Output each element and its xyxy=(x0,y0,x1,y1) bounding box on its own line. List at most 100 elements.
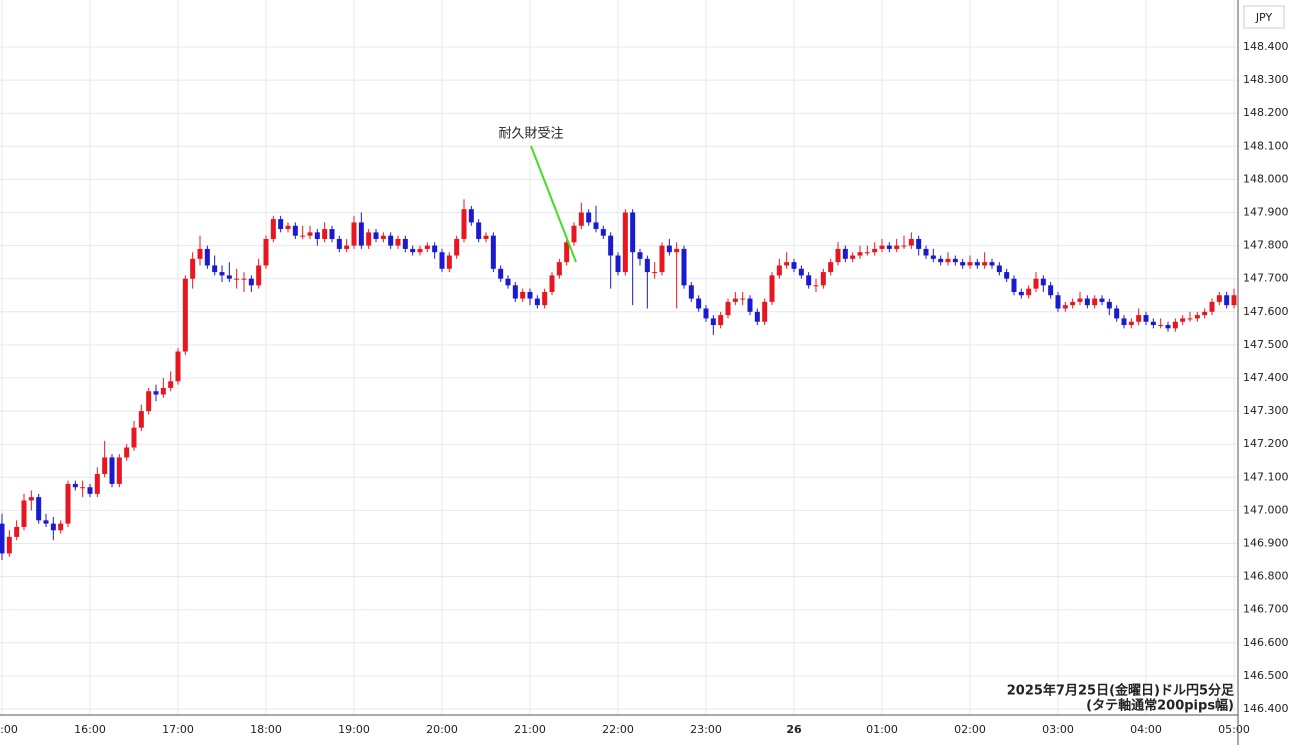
candle-body xyxy=(292,225,298,236)
y-tick-label: 147.700 xyxy=(1243,272,1289,285)
candle-body xyxy=(798,268,804,276)
candle-body xyxy=(1062,305,1068,309)
candle-body xyxy=(945,258,951,263)
candle-body xyxy=(769,275,775,302)
candle-body xyxy=(666,245,672,253)
y-tick-label: 146.900 xyxy=(1243,537,1289,550)
candle-body xyxy=(197,248,203,259)
candle-body xyxy=(505,278,511,286)
candle-body xyxy=(593,222,599,230)
annotation-pointer xyxy=(530,145,577,263)
candle-body xyxy=(212,265,218,273)
candle-body xyxy=(1150,321,1156,326)
y-tick-label: 148.400 xyxy=(1243,40,1289,53)
candle-body xyxy=(322,229,328,239)
candle-body xyxy=(534,298,540,306)
candle-body xyxy=(1040,278,1046,286)
candle-body xyxy=(1180,318,1186,322)
candle-body xyxy=(1099,298,1105,302)
candle-body xyxy=(989,262,995,266)
candle-body xyxy=(1092,298,1098,306)
candle-body xyxy=(872,248,878,253)
candle-body xyxy=(696,298,702,309)
candle-body xyxy=(740,298,746,300)
candle-body xyxy=(828,262,834,273)
y-tick-label: 148.100 xyxy=(1243,139,1289,152)
candle-body xyxy=(410,248,416,253)
candle-body xyxy=(674,248,680,253)
annotation: 耐久財受注 xyxy=(498,127,563,142)
candle-body xyxy=(446,255,452,269)
candle-body xyxy=(454,238,460,256)
candle-body xyxy=(806,275,812,286)
x-tick-label: 17:00 xyxy=(162,723,194,736)
currency-box xyxy=(1243,5,1285,29)
candle-body xyxy=(622,212,628,273)
candle-body xyxy=(336,238,342,249)
candle-body xyxy=(630,212,636,253)
candle-body xyxy=(681,248,687,286)
candle-body xyxy=(725,301,731,316)
candle-body xyxy=(813,285,819,287)
candle-body xyxy=(908,238,914,246)
y-tick-label: 147.200 xyxy=(1243,437,1289,450)
x-tick-label: 05:00 xyxy=(1218,723,1250,736)
y-tick-label: 146.800 xyxy=(1243,570,1289,583)
candle-body xyxy=(1187,318,1193,320)
candle-body xyxy=(512,285,518,299)
candle-body xyxy=(432,245,438,253)
y-tick-label: 147.900 xyxy=(1243,206,1289,219)
candle-body xyxy=(219,272,225,276)
candle-body xyxy=(0,523,5,554)
x-tick-label: 22:00 xyxy=(602,723,634,736)
candle-body xyxy=(256,265,262,286)
y-tick-label: 147.100 xyxy=(1243,470,1289,483)
candle-body xyxy=(6,536,12,554)
y-tick-label: 146.400 xyxy=(1243,702,1289,715)
candle-body xyxy=(857,252,863,256)
candle-body xyxy=(1165,325,1171,329)
candle-body xyxy=(1121,318,1127,326)
candle-body xyxy=(1231,295,1237,306)
candle-body xyxy=(366,232,372,246)
candle-body xyxy=(571,225,577,243)
candle-body xyxy=(285,225,291,230)
candle-body xyxy=(1084,298,1090,306)
candle-body xyxy=(190,258,196,279)
x-tick-label: 02:00 xyxy=(954,723,986,736)
candle-body xyxy=(21,500,27,527)
candle-body xyxy=(637,252,643,259)
candle-body xyxy=(124,447,130,458)
candle-body xyxy=(182,278,188,352)
candle-body xyxy=(1011,278,1017,292)
candle-body xyxy=(923,248,929,256)
candle-body xyxy=(542,291,548,306)
y-tick-label: 146.600 xyxy=(1243,636,1289,649)
candle-body xyxy=(1033,278,1039,289)
candle-body xyxy=(1216,295,1222,302)
candle-body xyxy=(1055,295,1061,309)
candle-body xyxy=(967,262,973,266)
candle-body xyxy=(1128,321,1134,326)
x-tick-label: 03:00 xyxy=(1042,723,1074,736)
candle-body xyxy=(520,291,526,299)
candle-body xyxy=(1106,301,1112,309)
x-tick-label: 21:00 xyxy=(514,723,546,736)
y-tick-label: 147.300 xyxy=(1243,404,1289,417)
candle-body xyxy=(424,245,430,249)
candle-body xyxy=(747,298,753,312)
currency-label: JPY xyxy=(1255,11,1273,24)
candle-body xyxy=(28,497,34,501)
candle-body xyxy=(784,262,790,266)
y-tick-label: 147.400 xyxy=(1243,371,1289,384)
candle-body xyxy=(549,275,555,292)
candle-body xyxy=(938,258,944,263)
candle-body xyxy=(146,391,152,412)
candle-body xyxy=(1026,288,1032,296)
candle-body xyxy=(351,222,357,246)
candle-body xyxy=(87,487,93,494)
candle-body xyxy=(879,245,885,249)
candle-body xyxy=(732,298,738,302)
